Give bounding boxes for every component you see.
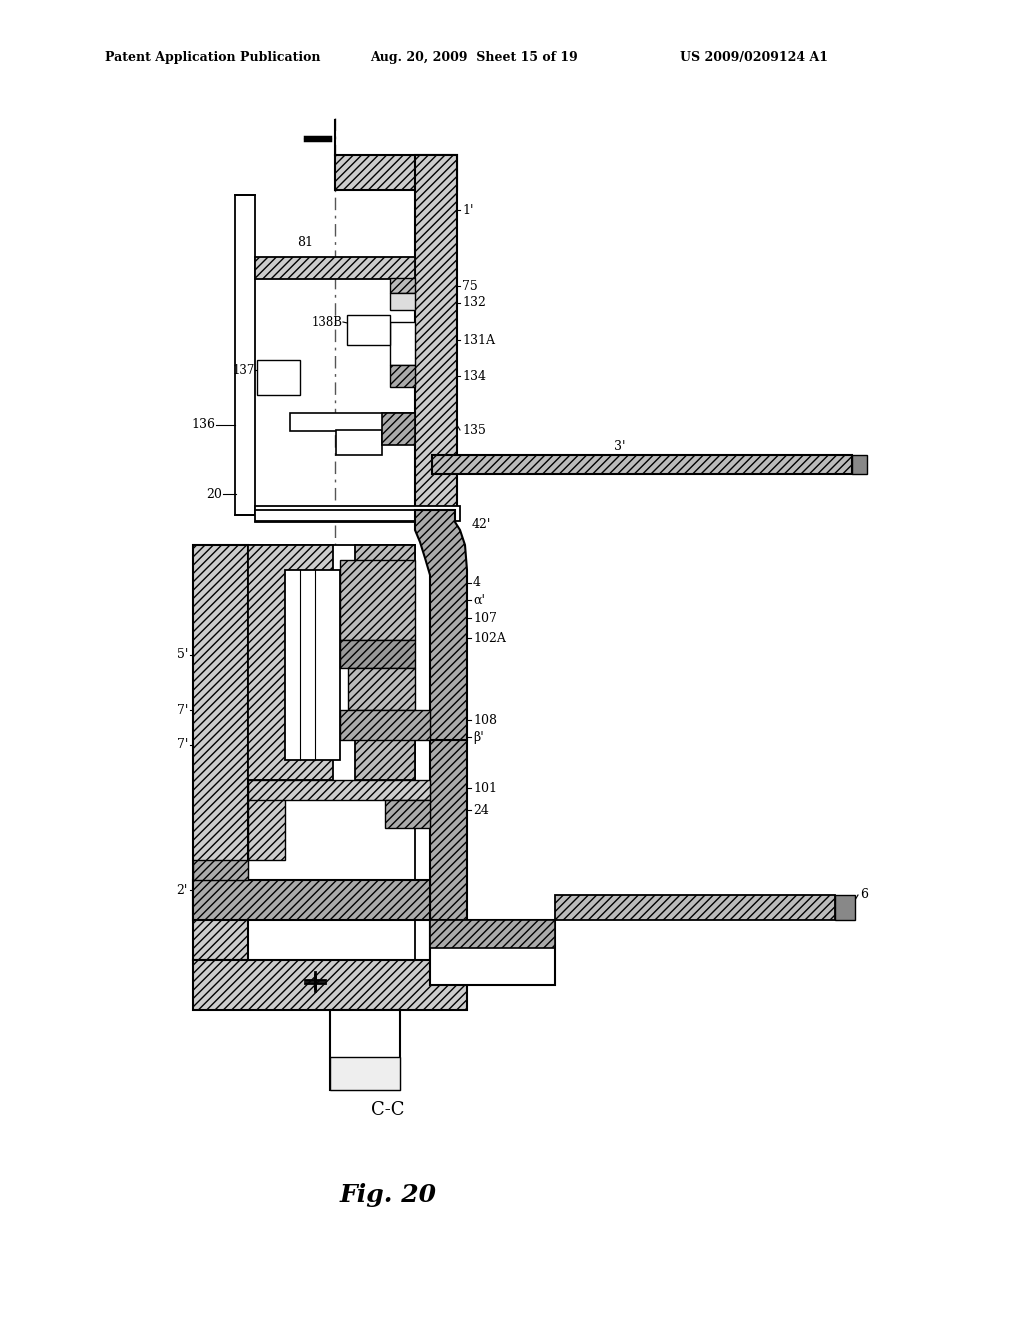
Bar (390, 293, 415, 310)
Text: β': β' (473, 730, 483, 743)
Bar (852, 455, 867, 474)
Text: 7': 7' (176, 704, 188, 717)
Text: 137: 137 (232, 363, 255, 376)
Bar (355, 545, 415, 780)
Text: 4: 4 (473, 577, 481, 590)
Text: C-C: C-C (372, 1101, 404, 1119)
Text: 134: 134 (462, 370, 486, 383)
Bar (390, 366, 415, 387)
Text: Aug. 20, 2009  Sheet 15 of 19: Aug. 20, 2009 Sheet 15 of 19 (370, 51, 578, 65)
Bar (248, 780, 285, 861)
Text: 101: 101 (473, 781, 497, 795)
Text: 136: 136 (191, 418, 215, 432)
Text: 24: 24 (473, 804, 488, 817)
Text: 17: 17 (445, 944, 461, 957)
Text: 3': 3' (614, 441, 626, 454)
Text: 2': 2' (176, 883, 188, 896)
Bar (432, 455, 852, 474)
Text: 132: 132 (462, 297, 485, 309)
Bar (248, 545, 415, 960)
Text: 131A: 131A (462, 334, 495, 346)
Text: 42': 42' (472, 517, 492, 531)
Text: 81: 81 (297, 235, 313, 248)
Bar (290, 413, 415, 432)
Bar (390, 322, 415, 366)
Bar (390, 279, 415, 293)
Text: 6: 6 (860, 888, 868, 902)
Bar (234, 195, 255, 515)
Bar (330, 1057, 400, 1090)
Bar (347, 315, 390, 345)
Bar (430, 920, 555, 985)
Text: Fig. 20: Fig. 20 (340, 1183, 436, 1206)
Text: 102A: 102A (473, 631, 506, 644)
Bar (248, 780, 430, 800)
Bar (382, 413, 415, 445)
Bar (336, 430, 382, 455)
Text: α': α' (473, 594, 485, 606)
Text: 133: 133 (307, 413, 330, 426)
Bar (193, 861, 248, 880)
Bar (255, 257, 415, 279)
Bar (257, 360, 300, 395)
Bar (348, 668, 415, 710)
Bar (340, 710, 430, 741)
Bar (285, 570, 340, 760)
Text: Patent Application Publication: Patent Application Publication (105, 51, 321, 65)
Bar (330, 1010, 400, 1090)
Text: 107: 107 (473, 611, 497, 624)
Bar (340, 560, 415, 640)
Bar (430, 920, 555, 948)
Bar (248, 545, 333, 780)
Bar (430, 741, 467, 960)
Polygon shape (415, 510, 467, 741)
Bar (335, 154, 457, 190)
Text: 7': 7' (176, 738, 188, 751)
Text: 108: 108 (473, 714, 497, 726)
Bar (415, 154, 457, 515)
Bar (385, 800, 430, 828)
Bar (255, 506, 460, 521)
Bar (193, 880, 430, 920)
Text: 20: 20 (206, 487, 222, 500)
Bar (193, 960, 467, 1010)
Bar (193, 545, 248, 960)
Text: 1': 1' (462, 203, 473, 216)
Text: 5': 5' (176, 648, 188, 661)
Bar (340, 640, 415, 668)
Text: 75: 75 (462, 280, 478, 293)
Bar (835, 895, 855, 920)
Bar (555, 895, 835, 920)
Text: US 2009/0209124 A1: US 2009/0209124 A1 (680, 51, 828, 65)
Text: 138B: 138B (312, 315, 343, 329)
Text: 135: 135 (462, 424, 485, 437)
